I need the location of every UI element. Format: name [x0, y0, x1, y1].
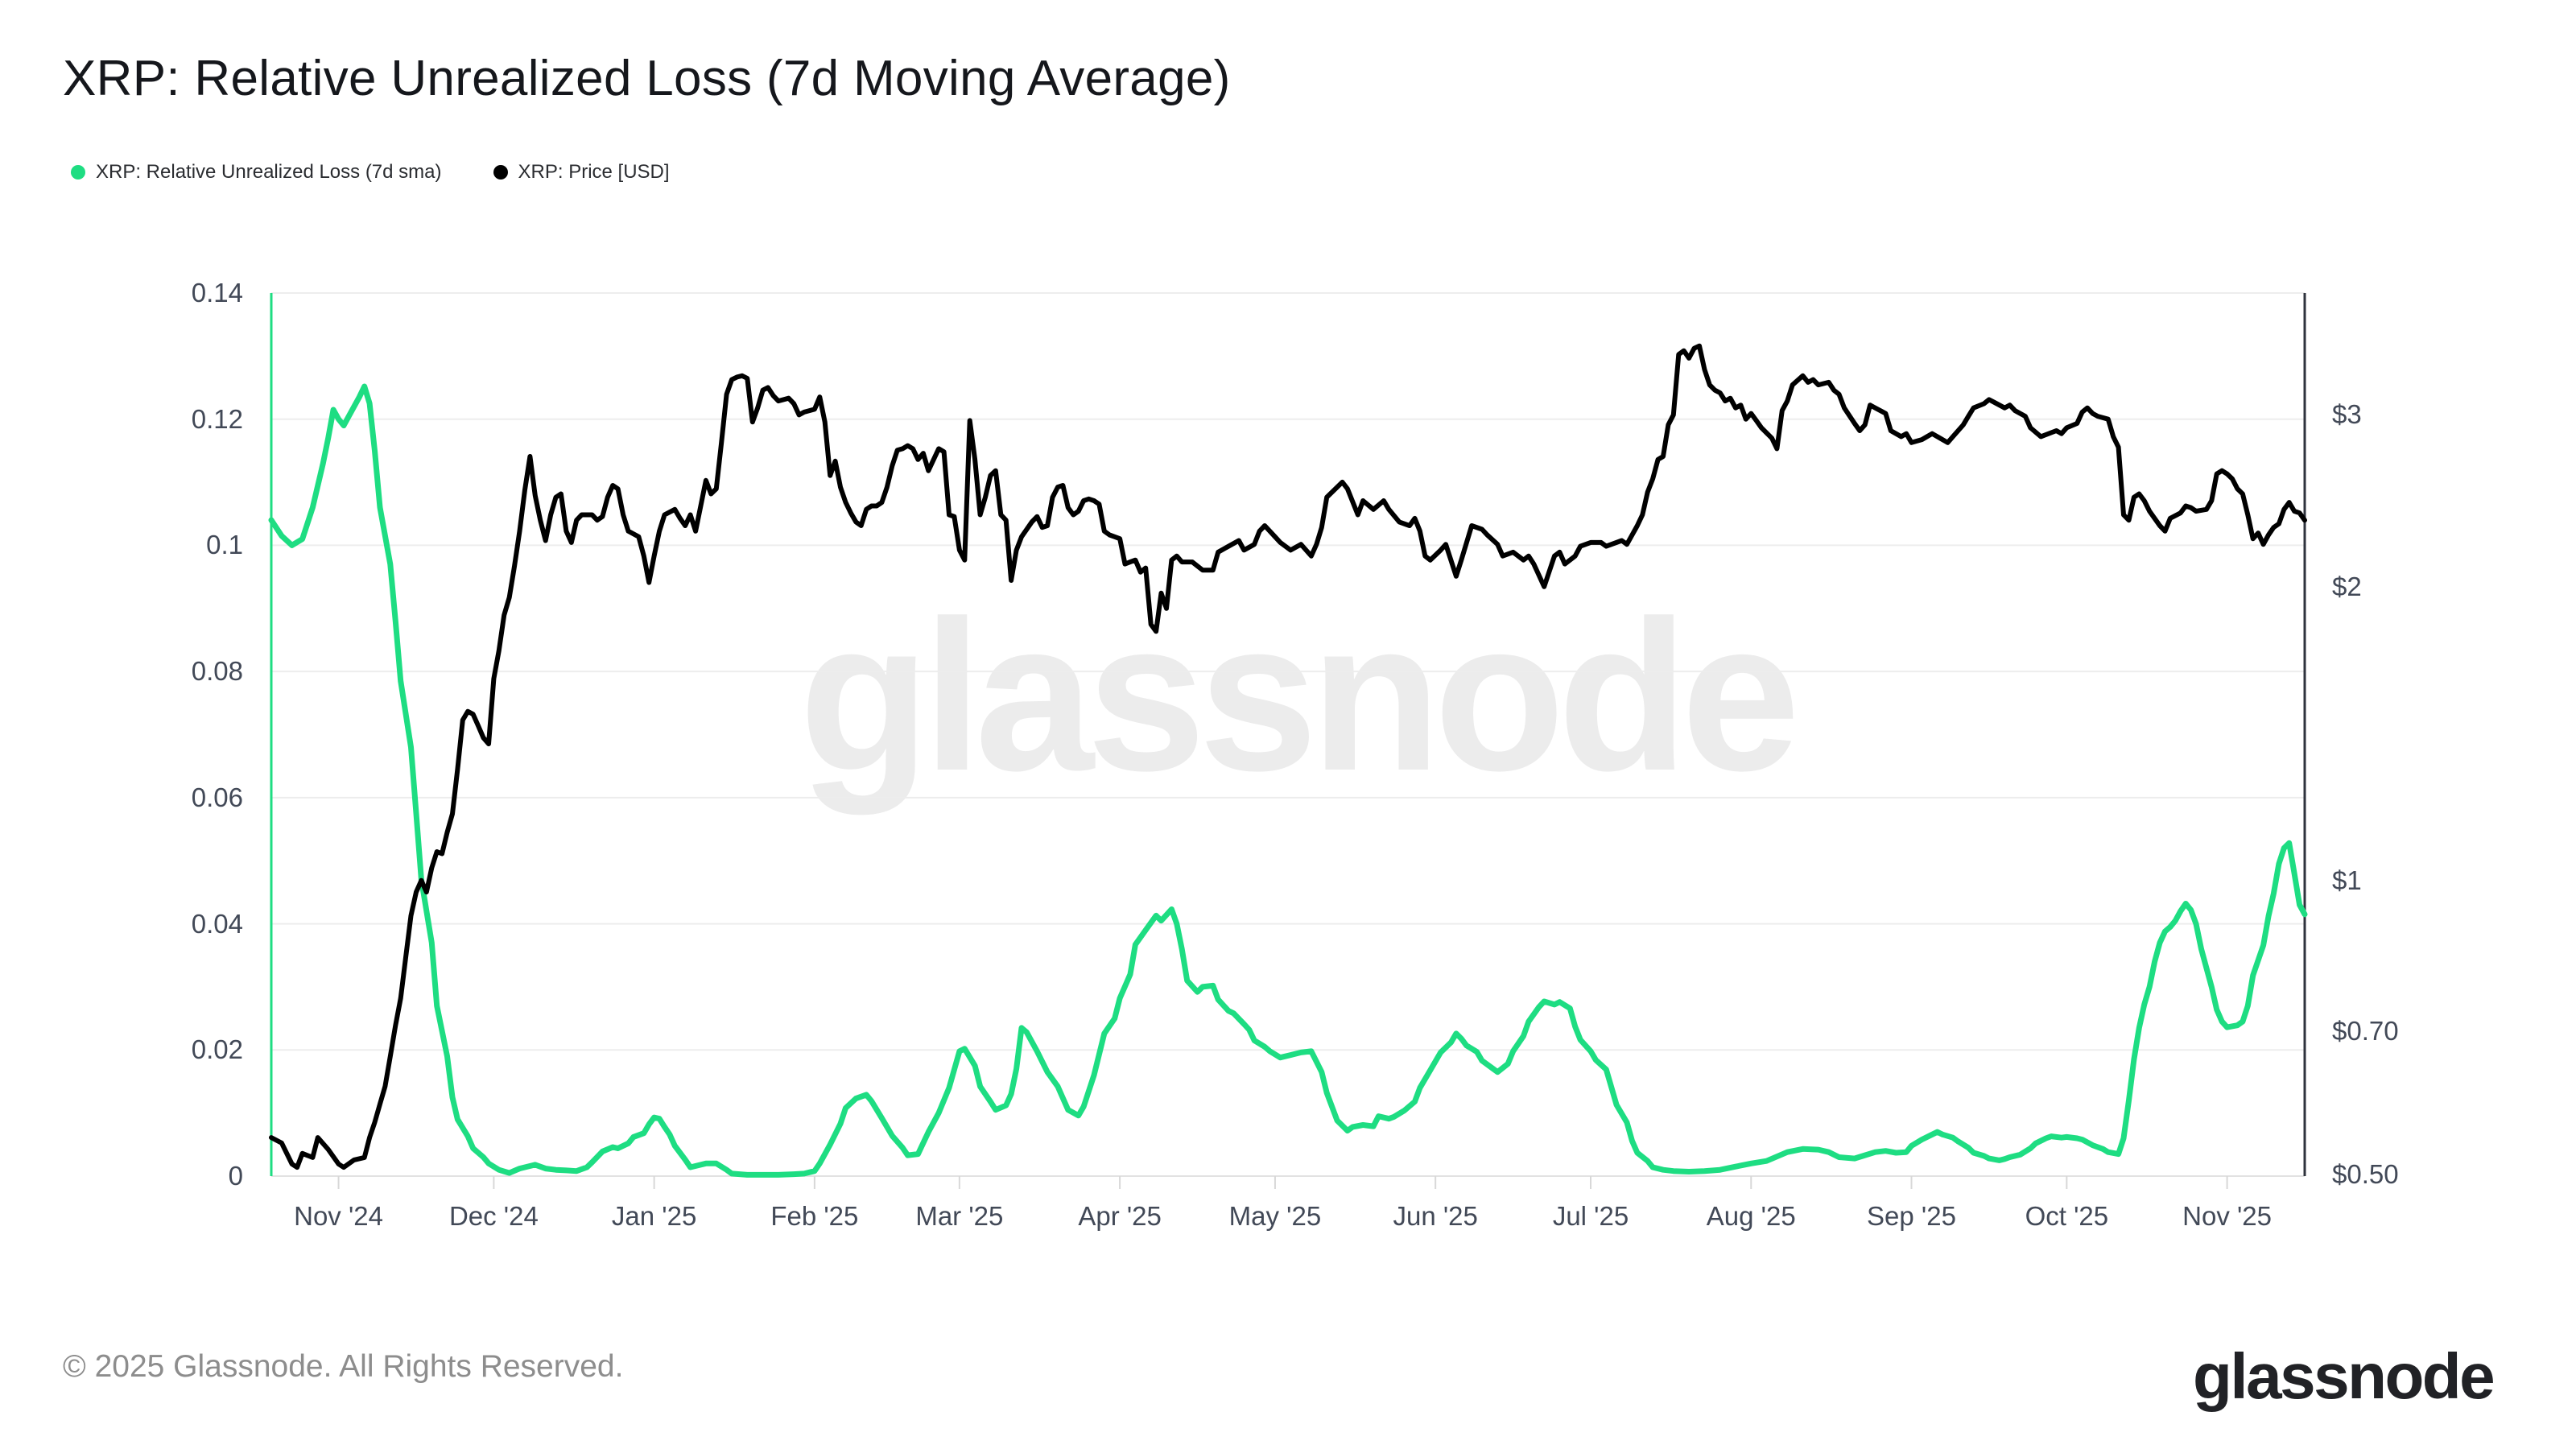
left-axis-tick-label: 0.04 — [191, 908, 243, 939]
legend-dot-green-icon — [71, 165, 85, 180]
x-axis-tick-label: Mar '25 — [915, 1201, 1004, 1231]
x-axis-tick-label: Dec '24 — [448, 1201, 539, 1231]
left-axis-tick-label: 0 — [228, 1161, 243, 1191]
left-axis-tick-label: 0.06 — [191, 782, 243, 812]
chart-legend: XRP: Relative Unrealized Loss (7d sma) X… — [71, 161, 670, 184]
glassnode-logo: glassnode — [2193, 1340, 2496, 1412]
series-line-relative-unrealized-loss — [268, 383, 2308, 1178]
x-axis-tick-label: May '25 — [1228, 1201, 1322, 1231]
legend-label-relative-unrealized-loss: XRP: Relative Unrealized Loss (7d sma) — [96, 161, 442, 183]
left-axis-tick-label: 0.1 — [206, 530, 243, 560]
legend-item-price[interactable]: XRP: Price [USD] — [493, 161, 670, 184]
x-axis-tick-label: Feb '25 — [770, 1201, 859, 1231]
right-axis-tick-label: $0.50 — [2332, 1158, 2399, 1189]
x-axis-tick-label: Apr '25 — [1078, 1201, 1162, 1231]
left-axis-tick-label: 0.08 — [191, 656, 243, 687]
left-axis-tick-label: 0.14 — [191, 278, 243, 308]
x-axis-tick-label: Jan '25 — [611, 1201, 697, 1231]
right-axis-tick-label: $3 — [2332, 399, 2362, 430]
legend-label-price: XRP: Price [USD] — [518, 161, 670, 183]
copyright-text: © 2025 Glassnode. All Rights Reserved. — [63, 1349, 624, 1384]
series-line-price — [269, 343, 2307, 1170]
right-axis-tick-label: $1 — [2332, 865, 2362, 895]
x-axis-tick-label: Jun '25 — [1393, 1201, 1478, 1231]
legend-item-relative-unrealized-loss[interactable]: XRP: Relative Unrealized Loss (7d sma) — [71, 161, 442, 184]
page-title: XRP: Relative Unrealized Loss (7d Moving… — [63, 51, 1231, 106]
right-axis-tick-label: $0.70 — [2332, 1016, 2399, 1046]
left-axis-tick-label: 0.02 — [191, 1034, 243, 1065]
right-axis-tick-label: $2 — [2332, 571, 2362, 601]
x-axis-tick-label: Nov '24 — [294, 1201, 383, 1231]
left-axis-tick-label: 0.12 — [191, 403, 243, 434]
x-axis-tick-label: Jul '25 — [1552, 1201, 1629, 1231]
x-axis-tick-label: Sep '25 — [1867, 1201, 1956, 1231]
x-axis-tick-label: Oct '25 — [2025, 1201, 2109, 1231]
x-axis-tick-label: Nov '25 — [2182, 1201, 2273, 1231]
legend-dot-black-icon — [493, 165, 508, 180]
x-axis-tick-label: Aug '25 — [1706, 1201, 1796, 1231]
